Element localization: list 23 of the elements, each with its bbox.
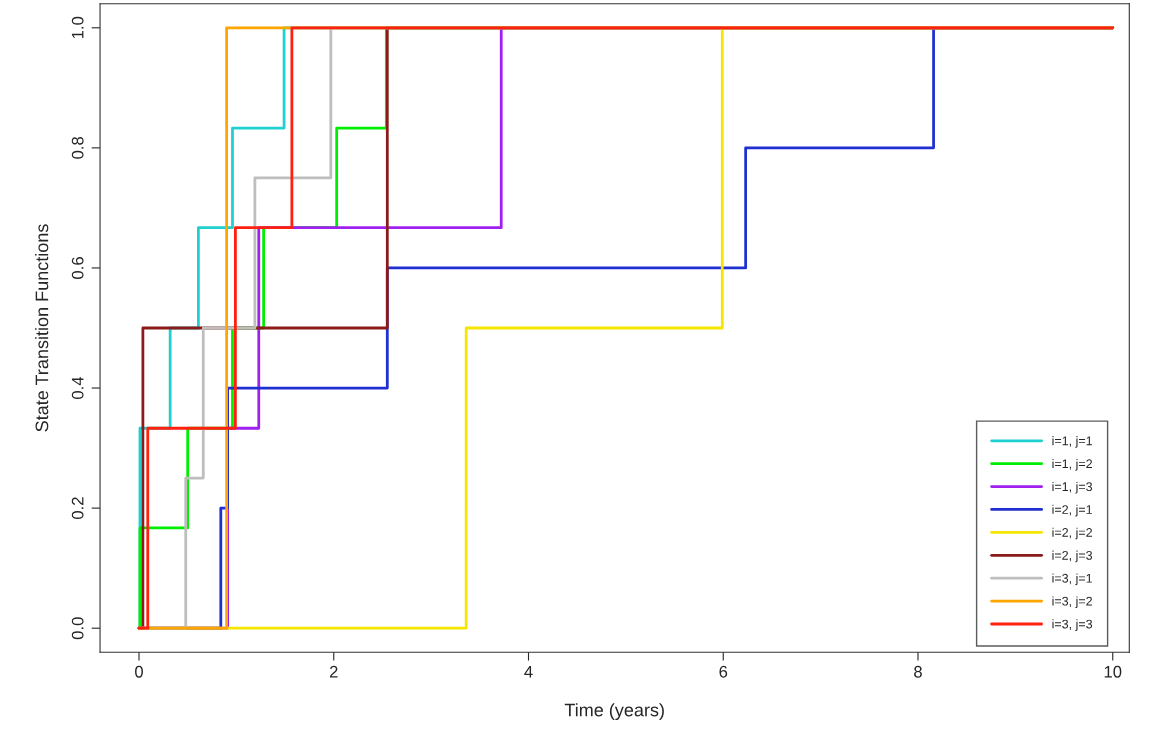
legend-label: i=1, j=2 <box>1052 458 1092 471</box>
y-tick-label: 1.0 <box>71 16 84 39</box>
legend-label: i=2, j=2 <box>1052 527 1092 540</box>
y-tick-label: 0.0 <box>71 617 84 640</box>
legend-label: i=3, j=3 <box>1052 619 1093 631</box>
legend-label: i=3, j=1 <box>1052 573 1092 586</box>
legend-label: i=3, j=2 <box>1052 596 1092 609</box>
x-tick-label: 4 <box>524 666 533 678</box>
legend-label: i=1, j=3 <box>1052 481 1093 494</box>
y-tick-label: 0.2 <box>71 497 84 520</box>
x-axis-title: Time (years) <box>564 703 664 720</box>
x-tick-label: 0 <box>135 665 143 678</box>
y-tick-label: 0.8 <box>71 137 84 159</box>
x-tick-label: 2 <box>329 665 338 678</box>
y-axis-title: State Transition Functions <box>35 224 49 432</box>
x-tick-label: 6 <box>719 665 728 678</box>
legend-label: i=2, j=1 <box>1052 504 1092 517</box>
y-tick-label: 0.6 <box>71 257 84 279</box>
y-tick-label: 0.4 <box>71 376 84 399</box>
legend-label: i=1, j=1 <box>1052 436 1092 448</box>
x-tick-label: 8 <box>914 665 922 678</box>
legend-label: i=2, j=3 <box>1052 550 1093 563</box>
x-tick-label: 10 <box>1104 665 1122 678</box>
